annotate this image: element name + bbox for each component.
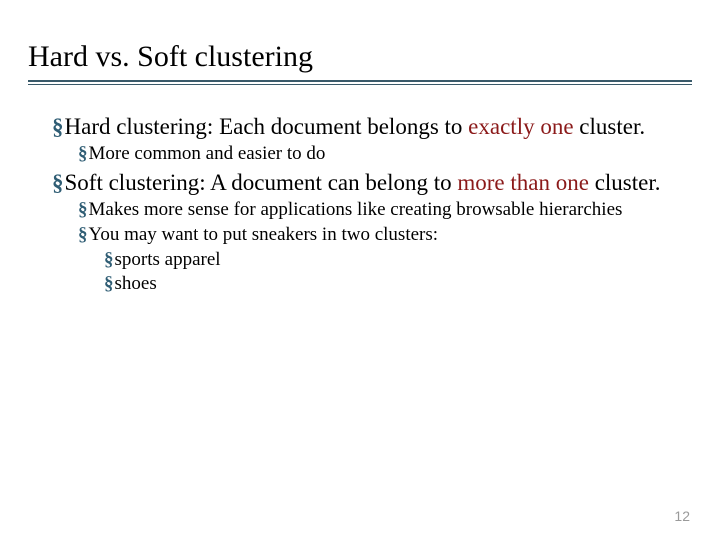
slide-title: Hard vs. Soft clustering [28,40,692,74]
soft-sub2-text: You may want to put sneakers in two clus… [89,224,439,245]
bullet-soft-sub2: §You may want to put sneakers in two clu… [52,224,672,247]
soft-highlight: more than one [457,170,589,195]
page-number: 12 [674,508,690,524]
hard-text-tail: cluster. [574,114,646,139]
bullet-icon: § [104,273,115,294]
bullet-icon: § [78,143,89,164]
bullet-icon: § [104,249,115,270]
title-rule-bottom [28,84,692,85]
bullet-soft-sub1: §Makes more sense for applications like … [52,199,672,222]
soft-text-lead: Soft clustering: A document can belong t… [65,170,458,195]
bullet-icon: § [78,224,89,245]
bullet-soft: §Soft clustering: A document can belong … [52,169,672,197]
hard-highlight: exactly one [468,114,573,139]
hard-text-lead: Hard clustering: Each document belongs t… [65,114,469,139]
title-rule-top [28,80,692,82]
bullet-icon: § [52,114,65,139]
soft-sub2a-text: sports apparel [115,249,221,270]
soft-sub2b-text: shoes [115,273,157,294]
slide: Hard vs. Soft clustering §Hard clusterin… [0,0,720,540]
soft-text-tail: cluster. [589,170,661,195]
bullet-icon: § [52,170,65,195]
bullet-soft-sub2a: §sports apparel [52,249,672,272]
hard-sub1-text: More common and easier to do [89,143,326,164]
content-area: §Hard clustering: Each document belongs … [28,113,692,296]
bullet-icon: § [78,199,89,220]
bullet-hard-sub1: §More common and easier to do [52,143,672,166]
soft-sub1-text: Makes more sense for applications like c… [89,199,623,220]
bullet-soft-sub2b: §shoes [52,273,672,296]
bullet-hard: §Hard clustering: Each document belongs … [52,113,672,141]
